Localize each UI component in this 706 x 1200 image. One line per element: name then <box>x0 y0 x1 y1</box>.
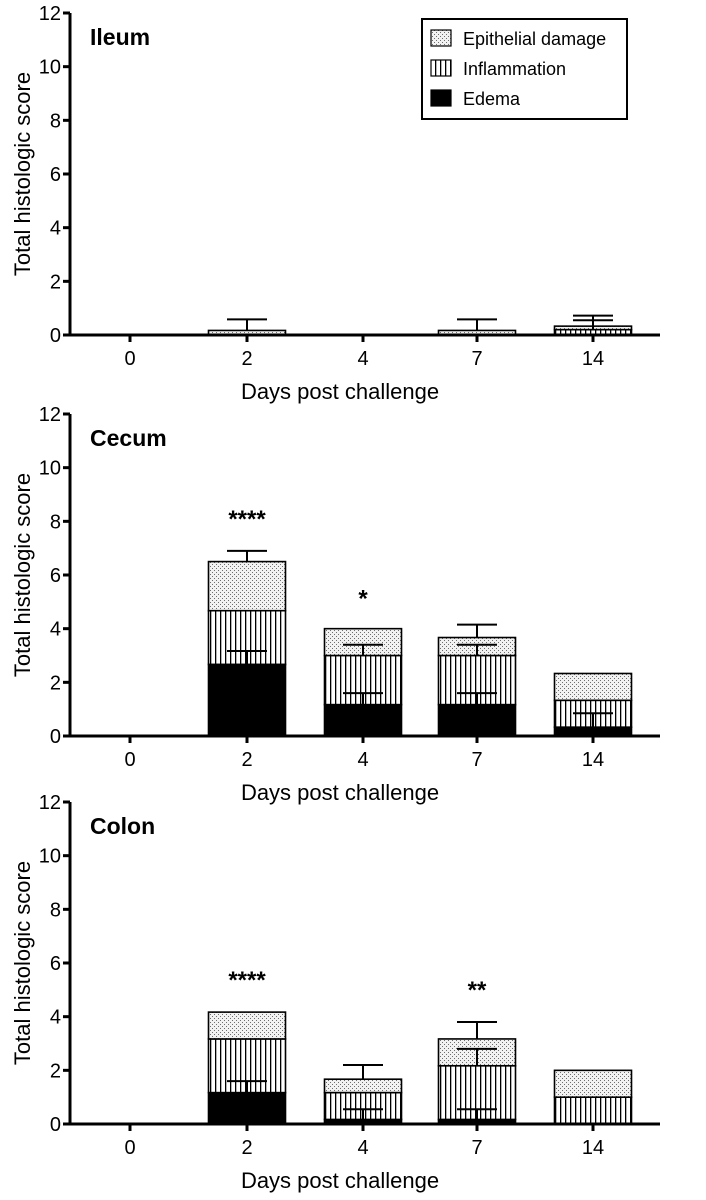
bar-epithelial-damage-day-2 <box>207 560 287 612</box>
bar-epithelial-damage-day-14 <box>553 1069 633 1098</box>
bar-epithelial-damage-day-4 <box>323 1078 403 1094</box>
x-tick-label-0: 0 <box>124 348 135 370</box>
x-tick-label-7: 7 <box>471 749 482 771</box>
legend-label-epithelial-damage: Epithelial damage <box>463 29 606 49</box>
y-tick-label: 10 <box>39 846 61 868</box>
x-axis-title: Days post challenge <box>241 379 439 404</box>
y-tick-label: 4 <box>50 1007 61 1029</box>
panel-title: Cecum <box>90 425 167 451</box>
chart-panel-ileum: 0 2 4 6 8 10 12 0 2 4 7 14 Days post challenge Total … <box>10 3 660 404</box>
legend-label-edema: Edema <box>463 89 521 109</box>
significance-marker-day-2: **** <box>228 506 266 533</box>
y-tick-label: 0 <box>50 726 61 748</box>
x-tick-label-4: 4 <box>357 348 368 370</box>
legend-swatch-epithelial-damage <box>430 29 452 47</box>
bar-inflammation-day-14 <box>553 1096 633 1125</box>
y-tick-label: 6 <box>50 565 61 587</box>
x-tick-label-7: 7 <box>471 1137 482 1159</box>
y-axis-title: Total histologic score <box>10 473 35 677</box>
x-tick-label-2: 2 <box>241 1137 252 1159</box>
y-tick-label: 0 <box>50 1114 61 1136</box>
x-tick-label-14: 14 <box>582 1137 604 1159</box>
y-tick-label: 2 <box>50 672 61 694</box>
y-tick-label: 4 <box>50 619 61 641</box>
x-tick-label-4: 4 <box>357 749 368 771</box>
y-tick-label: 6 <box>50 164 61 186</box>
x-tick-label-0: 0 <box>124 749 135 771</box>
legend-box <box>421 18 628 120</box>
y-tick-label: 10 <box>39 458 61 480</box>
y-tick-label: 2 <box>50 271 61 293</box>
legend: Epithelial damage Inflammation Edema <box>421 18 628 120</box>
bar-epithelial-damage-day-2 <box>207 1011 287 1040</box>
legend-swatch-inflammation <box>430 59 452 77</box>
y-tick-label: 12 <box>39 792 61 814</box>
y-axis-title: Total histologic score <box>10 861 35 1065</box>
y-tick-label: 10 <box>39 57 61 79</box>
x-tick-label-4: 4 <box>357 1137 368 1159</box>
x-tick-label-14: 14 <box>582 348 604 370</box>
y-tick-label: 8 <box>50 899 61 921</box>
y-axis-title: Total histologic score <box>10 72 35 276</box>
y-tick-label: 12 <box>39 3 61 25</box>
x-tick-label-14: 14 <box>582 749 604 771</box>
legend-label-inflammation: Inflammation <box>463 59 566 79</box>
significance-marker-day-7: ** <box>468 977 487 1004</box>
significance-marker-day-2: **** <box>228 967 266 994</box>
bar-edema-day-4 <box>323 703 403 737</box>
x-axis-title: Days post challenge <box>241 780 439 805</box>
panel-title: Colon <box>90 813 155 839</box>
y-tick-label: 4 <box>50 218 61 240</box>
x-tick-label-2: 2 <box>241 348 252 370</box>
bar-epithelial-damage-day-14 <box>553 672 633 702</box>
y-tick-label: 6 <box>50 953 61 975</box>
bar-edema-day-2 <box>207 663 287 737</box>
panel-title: Ileum <box>90 24 150 50</box>
bar-edema-day-2 <box>207 1091 287 1125</box>
y-tick-label: 2 <box>50 1060 61 1082</box>
x-tick-label-7: 7 <box>471 348 482 370</box>
x-tick-label-0: 0 <box>124 1137 135 1159</box>
legend-swatch-edema <box>430 89 452 107</box>
y-tick-label: 0 <box>50 325 61 347</box>
x-tick-label-2: 2 <box>241 749 252 771</box>
x-axis-title: Days post challenge <box>241 1168 439 1193</box>
y-tick-label: 8 <box>50 110 61 132</box>
y-tick-label: 8 <box>50 511 61 533</box>
bar-edema-day-7 <box>437 703 517 737</box>
y-tick-label: 12 <box>39 404 61 426</box>
significance-marker-day-4: * <box>358 586 368 613</box>
